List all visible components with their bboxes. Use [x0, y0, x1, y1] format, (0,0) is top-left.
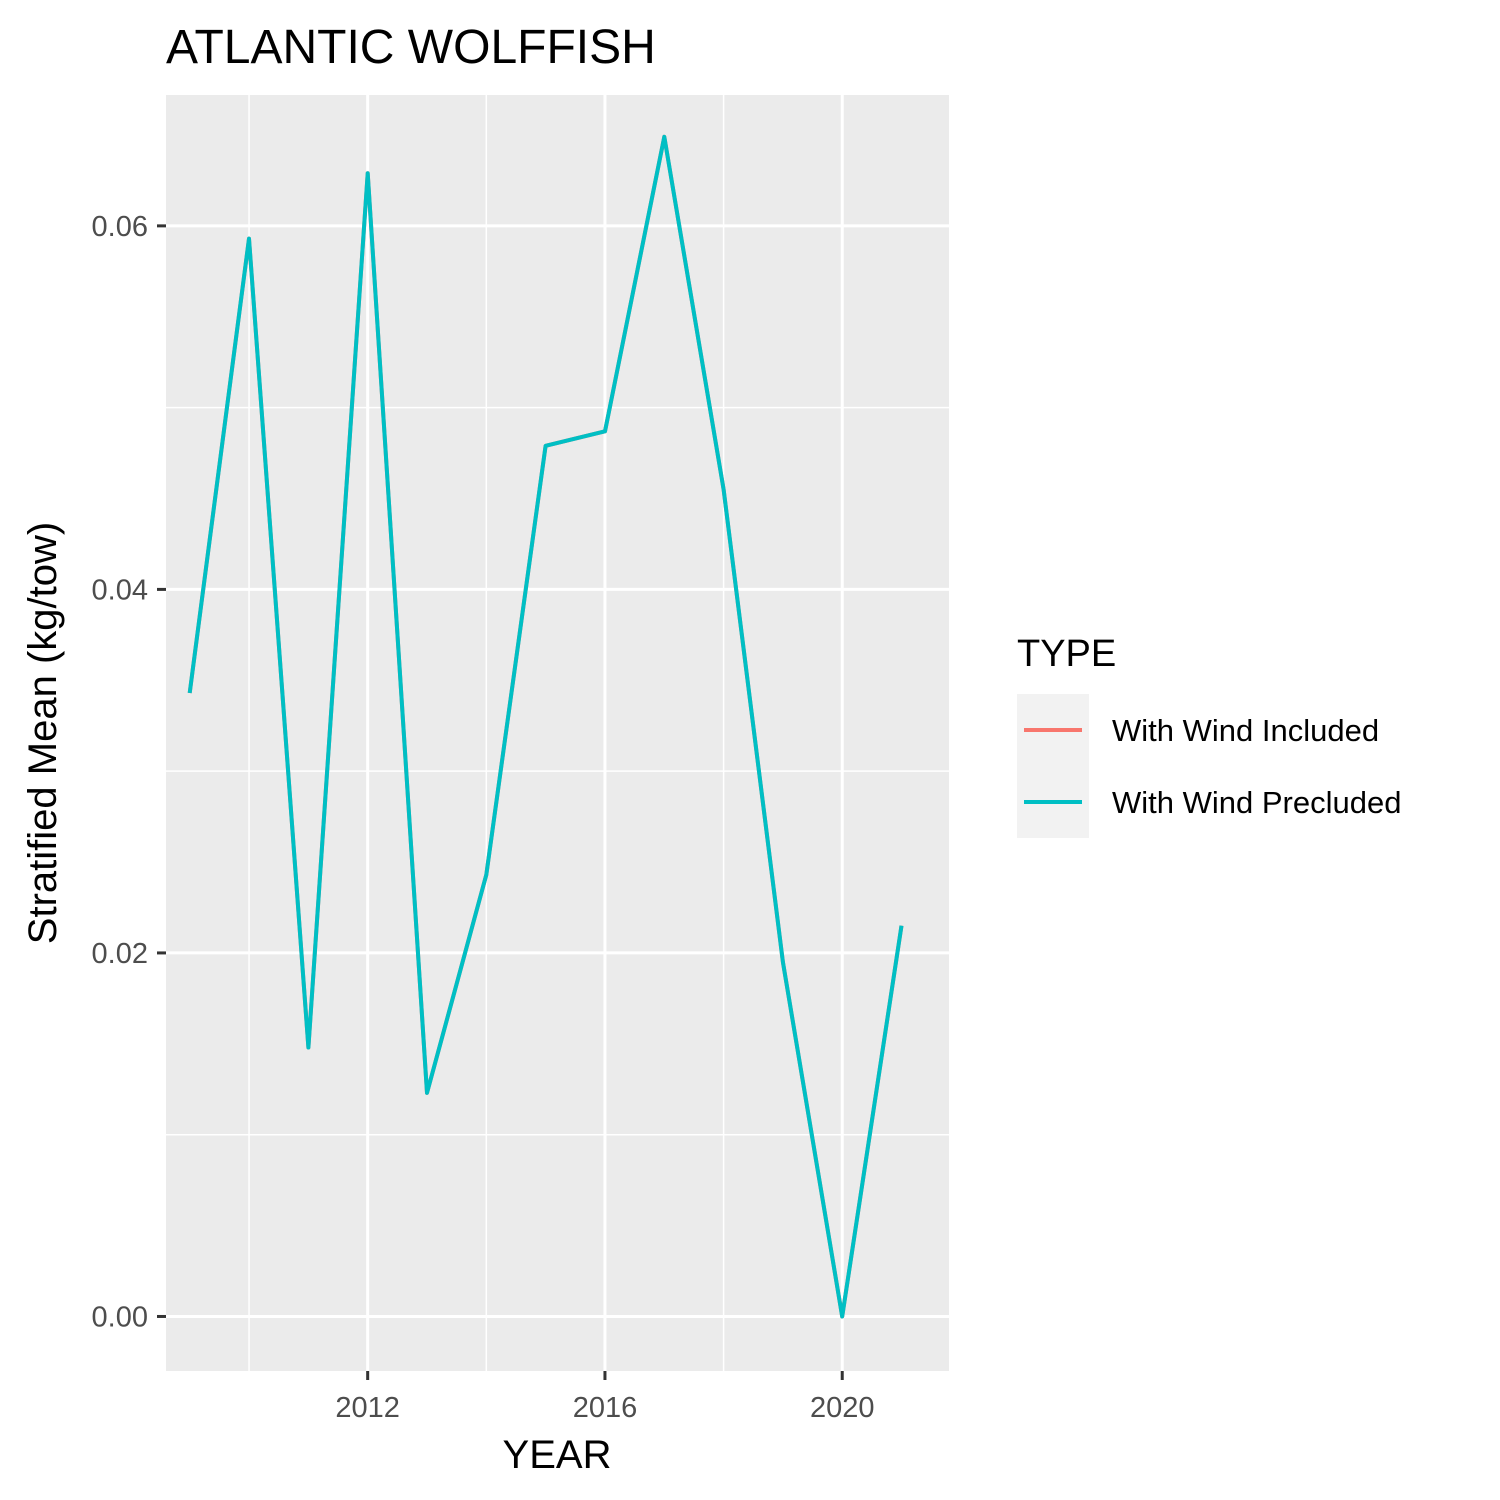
legend-label: With Wind Included	[1112, 713, 1379, 748]
y-tick-label: 0.04	[92, 574, 148, 606]
chart-title: ATLANTIC WOLFFISH	[166, 21, 656, 74]
y-tick-label: 0.02	[92, 938, 148, 970]
y-axis-title: Stratified Mean (kg/tow)	[21, 522, 65, 944]
y-axis: 0.00 0.02 0.04 0.06	[92, 211, 166, 1333]
plot-panel	[166, 95, 949, 1371]
y-tick-label: 0.06	[92, 211, 148, 243]
legend-key-background	[1017, 694, 1089, 838]
x-tick-label: 2020	[810, 1392, 875, 1424]
grid-minor	[166, 95, 949, 1371]
y-tick-label: 0.00	[92, 1301, 148, 1333]
grid-major	[166, 95, 949, 1371]
legend-label: With Wind Precluded	[1112, 785, 1401, 820]
x-tick-label: 2016	[573, 1392, 638, 1424]
series-lines	[187, 134, 904, 1319]
x-tick-label: 2012	[335, 1392, 400, 1424]
series-line	[187, 134, 904, 1319]
legend: TYPE With Wind Included With Wind Preclud…	[1017, 633, 1401, 838]
legend-title: TYPE	[1017, 633, 1116, 675]
legend-items: With Wind Included With Wind Precluded	[1024, 713, 1401, 820]
x-axis-title: YEAR	[503, 1433, 612, 1477]
x-axis: 2012 2016 2020	[335, 1371, 874, 1424]
